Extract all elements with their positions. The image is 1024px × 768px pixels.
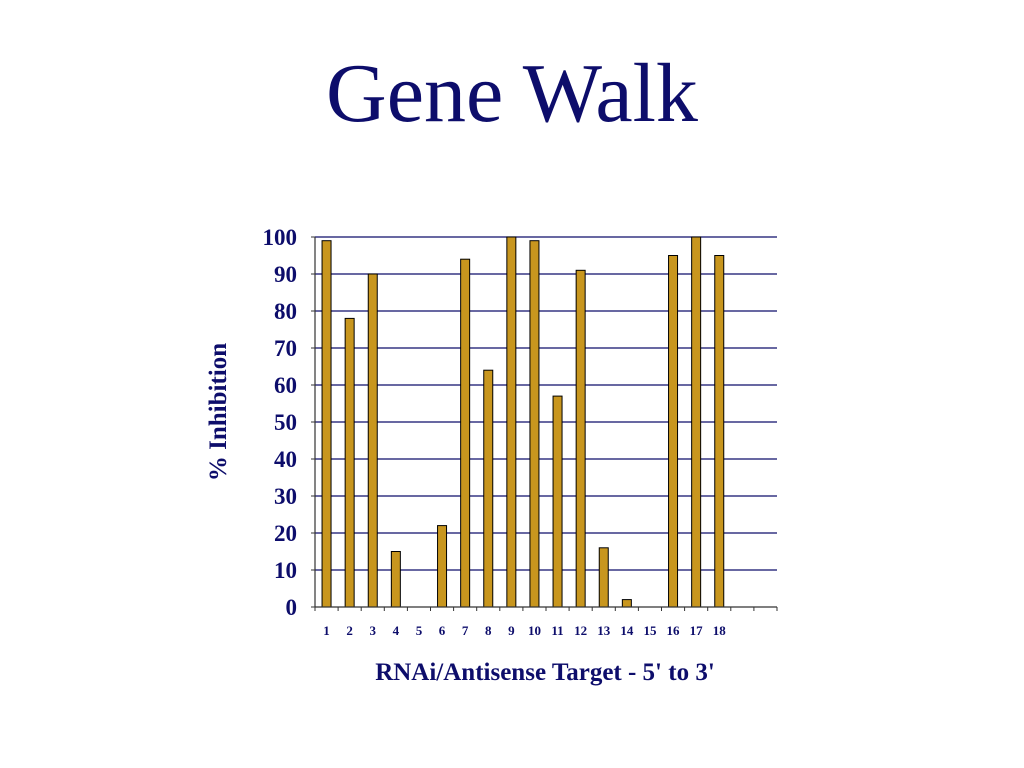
x-tick-label: 2 bbox=[346, 623, 353, 638]
x-tick-label: 11 bbox=[551, 623, 563, 638]
x-tick-label: 18 bbox=[713, 623, 727, 638]
x-tick-label: 10 bbox=[528, 623, 541, 638]
bar-10 bbox=[529, 240, 540, 608]
x-tick-label: 15 bbox=[643, 623, 657, 638]
x-tick-label: 3 bbox=[370, 623, 377, 638]
bar-2 bbox=[344, 317, 355, 608]
y-tick-label: 10 bbox=[274, 558, 297, 583]
x-tick-label: 1 bbox=[323, 623, 330, 638]
y-tick-label: 0 bbox=[286, 595, 298, 620]
axes bbox=[311, 236, 778, 611]
x-tick-label: 16 bbox=[667, 623, 681, 638]
x-tick-label: 5 bbox=[416, 623, 423, 638]
x-tick-labels: 1 2 3 4 5 6 7 8 9 10 11 12 13 14 15 16 17 18 bbox=[323, 623, 726, 638]
bar-17 bbox=[691, 236, 702, 608]
x-axis-label: RNAi/Antisense Target - 5' to 3' bbox=[375, 659, 715, 686]
bar-8 bbox=[483, 369, 494, 608]
y-tick-labels: 0 10 20 30 40 50 60 70 80 90 100 bbox=[263, 225, 298, 620]
y-tick-label: 30 bbox=[274, 484, 297, 509]
x-tick-label: 6 bbox=[439, 623, 446, 638]
bar-11 bbox=[552, 395, 563, 608]
y-axis-label: % Inhibition bbox=[205, 343, 232, 481]
bar-7 bbox=[460, 258, 471, 608]
y-tick-label: 20 bbox=[274, 521, 297, 546]
bar-6 bbox=[437, 525, 448, 608]
x-tick-label: 7 bbox=[462, 623, 469, 638]
y-tick-label: 100 bbox=[263, 225, 298, 250]
x-tick-label: 9 bbox=[508, 623, 515, 638]
gridlines bbox=[315, 236, 777, 571]
bar-18 bbox=[714, 255, 725, 608]
y-tick-label: 40 bbox=[274, 447, 297, 472]
y-tick-label: 60 bbox=[274, 373, 297, 398]
y-tick-label: 80 bbox=[274, 299, 297, 324]
bar-12 bbox=[575, 269, 586, 608]
x-tick-label: 12 bbox=[574, 623, 587, 638]
bar-13 bbox=[598, 547, 609, 608]
x-tick-label: 13 bbox=[597, 623, 611, 638]
bar-9 bbox=[506, 236, 517, 608]
bar-16 bbox=[668, 255, 679, 608]
x-tick-label: 4 bbox=[393, 623, 400, 638]
bar-1 bbox=[321, 240, 332, 608]
x-tick-label: 14 bbox=[620, 623, 634, 638]
y-tick-label: 70 bbox=[274, 336, 297, 361]
x-tick-label: 8 bbox=[485, 623, 492, 638]
bar-4 bbox=[390, 551, 401, 608]
bar-3 bbox=[367, 273, 378, 608]
bar-14 bbox=[621, 599, 632, 608]
y-tick-label: 50 bbox=[274, 410, 297, 435]
y-tick-label: 90 bbox=[274, 262, 297, 287]
x-tick-label: 17 bbox=[690, 623, 704, 638]
slide-title: Gene Walk bbox=[326, 47, 698, 140]
